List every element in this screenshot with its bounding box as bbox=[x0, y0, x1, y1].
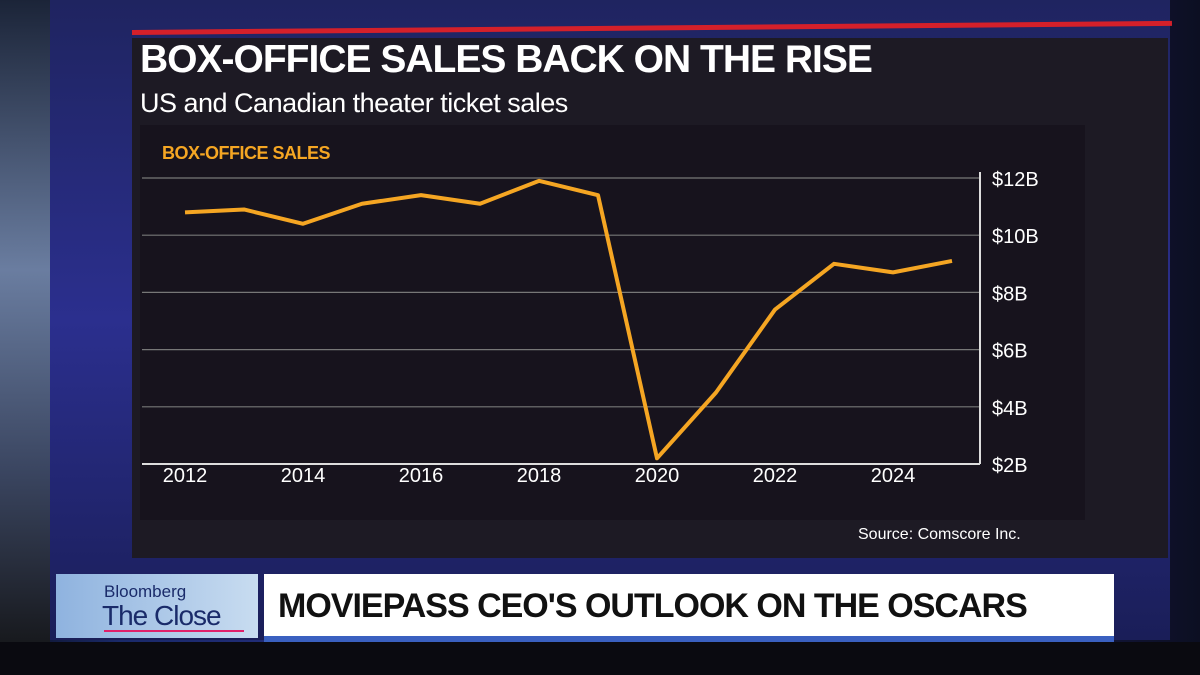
x-tick-label: 2012 bbox=[163, 465, 208, 487]
y-tick-label: $8B bbox=[992, 283, 1028, 305]
show-logo bbox=[56, 574, 258, 638]
x-tick-label: 2020 bbox=[635, 465, 680, 487]
series-label: BOX-OFFICE SALES bbox=[162, 143, 331, 163]
y-tick-label: $6B bbox=[992, 341, 1028, 363]
y-tick-label: $4B bbox=[992, 398, 1028, 420]
y-tick-label: $12B bbox=[992, 169, 1039, 191]
chart-title: BOX-OFFICE SALES BACK ON THE RISE bbox=[140, 38, 873, 81]
x-tick-label: 2024 bbox=[871, 465, 916, 487]
x-tick-label: 2016 bbox=[399, 465, 444, 487]
logo-underline bbox=[104, 630, 244, 632]
chart-subtitle: US and Canadian theater ticket sales bbox=[140, 88, 568, 118]
plot-area bbox=[140, 125, 1085, 520]
brand-name: Bloomberg bbox=[104, 582, 187, 601]
studio-background bbox=[0, 0, 50, 675]
series-line bbox=[184, 178, 953, 461]
source-note: Source: Comscore Inc. bbox=[858, 526, 1021, 543]
headline-text: MOVIEPASS CEO'S OUTLOOK ON THE OSCARS bbox=[278, 587, 1028, 625]
x-tick-label: 2018 bbox=[517, 465, 562, 487]
y-tick-label: $2B bbox=[992, 455, 1028, 477]
x-tick-label: 2022 bbox=[753, 465, 798, 487]
show-name: The Close bbox=[102, 600, 222, 631]
y-tick-label: $10B bbox=[992, 226, 1039, 248]
headline-banner bbox=[264, 574, 1114, 642]
x-tick-label: 2014 bbox=[281, 465, 326, 487]
studio-floor bbox=[0, 642, 1200, 675]
